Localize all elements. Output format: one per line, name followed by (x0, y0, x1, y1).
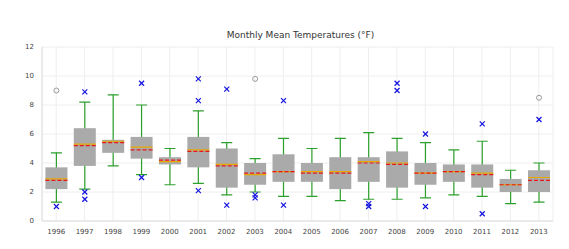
svg-text:8: 8 (30, 101, 34, 109)
svg-text:2012: 2012 (502, 228, 520, 236)
svg-text:2004: 2004 (274, 228, 292, 236)
svg-text:10: 10 (25, 72, 34, 80)
svg-text:2007: 2007 (360, 228, 378, 236)
svg-text:2: 2 (30, 188, 34, 196)
svg-text:2008: 2008 (388, 228, 406, 236)
svg-text:2005: 2005 (303, 228, 321, 236)
svg-text:1997: 1997 (76, 228, 94, 236)
svg-text:2001: 2001 (189, 228, 207, 236)
html-text:Monthly Mean Temperatures (°F): Monthly Mean Temperatures (°F) (226, 30, 375, 40)
svg-text:4: 4 (30, 159, 35, 167)
svg-text:2011: 2011 (473, 228, 491, 236)
svg-text:1996: 1996 (47, 228, 65, 236)
svg-text:2010: 2010 (445, 228, 463, 236)
svg-text:1999: 1999 (132, 228, 150, 236)
svg-text:2002: 2002 (218, 228, 236, 236)
svg-text:1998: 1998 (104, 228, 122, 236)
svg-text:12: 12 (25, 43, 34, 51)
svg-text:2006: 2006 (331, 228, 349, 236)
svg-text:2000: 2000 (161, 228, 179, 236)
svg-text:6: 6 (30, 130, 35, 138)
svg-text:2009: 2009 (416, 228, 434, 236)
svg-text:2003: 2003 (246, 228, 264, 236)
svg-text:0: 0 (30, 217, 34, 225)
svg-text:2013: 2013 (530, 228, 548, 236)
